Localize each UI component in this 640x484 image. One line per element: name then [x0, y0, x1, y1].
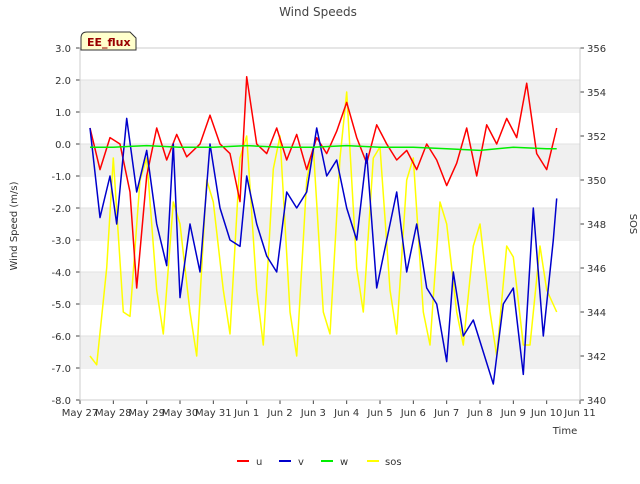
y2-tick-label: 346: [587, 264, 606, 275]
y2-tick-label: 350: [587, 176, 606, 187]
y-tick-label: -4.0: [51, 268, 71, 279]
x-tick-label: Jun 6: [400, 408, 426, 419]
y-axis-label: Wind Speed (m/s): [9, 181, 20, 270]
series-line-sos: [89, 91, 558, 366]
y2-tick-label: 348: [587, 220, 606, 231]
series-line-v: [89, 117, 558, 385]
x-tick-label: May 30: [162, 408, 199, 419]
series-line-u: [89, 76, 558, 289]
y-tick-label: -6.0: [51, 332, 71, 343]
x-tick-label: Jun 1: [233, 408, 259, 419]
x-axis-label: Time: [552, 426, 577, 437]
y-tick-label: -2.0: [51, 204, 71, 215]
x-tick-label: Jun 11: [563, 408, 596, 419]
series-lines: [89, 76, 558, 385]
legend: u v w sos: [237, 457, 402, 468]
y-tick-label: 3.0: [55, 44, 71, 55]
y2-tick-label: 356: [587, 44, 606, 55]
badge-background: [80, 31, 137, 51]
x-tick-label: Jun 8: [466, 408, 492, 419]
badge-label: EE_flux: [87, 36, 131, 49]
x-tick-label: Jun 3: [300, 408, 326, 419]
x-tick-label: Jun 4: [333, 408, 359, 419]
y-tick-label: -5.0: [51, 300, 71, 311]
y2-tick-label: 354: [587, 88, 606, 99]
y2-tick-label: 352: [587, 132, 606, 143]
y-tick-label: 2.0: [55, 76, 71, 87]
y-tick-label: 0.0: [55, 140, 71, 151]
x-tick-label: Jun 5: [366, 408, 392, 419]
legend-label-v: v: [298, 457, 304, 468]
y2-tick-label: 344: [587, 308, 606, 319]
chart-title: Wind Speeds: [279, 5, 357, 19]
legend-label-w: w: [340, 457, 348, 468]
grid-band: [80, 272, 580, 304]
y2-tick-label: 340: [587, 396, 606, 407]
legend-label-sos: sos: [385, 457, 402, 468]
x-tick-label: May 27: [62, 408, 99, 419]
y-tick-label: -8.0: [51, 396, 71, 407]
x-tick-label: Jun 7: [433, 408, 459, 419]
grid-bands: [80, 47, 580, 369]
y-tick-label: -3.0: [51, 236, 71, 247]
y-tick-label: -7.0: [51, 364, 71, 375]
legend-label-u: u: [256, 457, 262, 468]
x-tick-label: Jun 9: [500, 408, 526, 419]
y2-tick-label: 342: [587, 352, 606, 363]
plot-frame: [79, 47, 581, 401]
left-axis-ticks: -8.0 -7.0 -6.0 -5.0 -4.0 -3.0 -2.0 -1.0 0.0 1.0 2.…: [51, 44, 80, 407]
x-tick-label: May 31: [195, 408, 232, 419]
series-line-w: [90, 144, 557, 152]
grid-band: [80, 80, 580, 112]
x-tick-label: May 28: [95, 408, 132, 419]
x-tick-label: Jun 2: [266, 408, 292, 419]
flux-badge: EE_flux: [80, 31, 137, 51]
x-tick-label: Jun 10: [530, 408, 563, 419]
y2-axis-label: SOS: [627, 214, 638, 235]
right-axis-ticks: 340 342 344 346 348 350 352 354 356: [580, 44, 606, 407]
grid-band: [80, 208, 580, 240]
y-tick-label: 1.0: [55, 108, 71, 119]
grid-band: [80, 336, 580, 368]
y-tick-label: -1.0: [51, 172, 71, 183]
x-tick-label: May 29: [128, 408, 165, 419]
